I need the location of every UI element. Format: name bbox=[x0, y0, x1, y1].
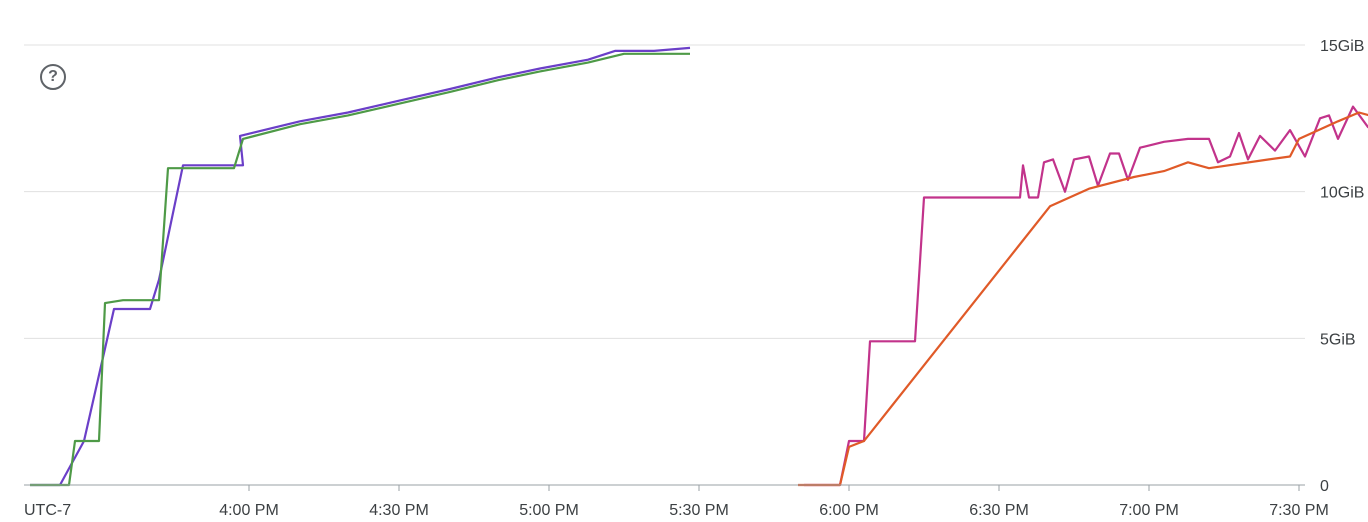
y-tick-label: 10GiB bbox=[1320, 185, 1364, 202]
y-tick-label: 5GiB bbox=[1320, 331, 1356, 348]
chart-grid bbox=[24, 44, 1305, 339]
x-tick-label: 6:30 PM bbox=[969, 502, 1029, 519]
timezone-label: UTC-7 bbox=[24, 502, 71, 519]
x-tick-label: 5:00 PM bbox=[519, 502, 579, 519]
x-tick-label: 4:30 PM bbox=[369, 502, 429, 519]
x-axis-ticks: 4:00 PM 4:30 PM 5:00 PM 5:30 PM 6:00 PM 6:30 … bbox=[219, 485, 1329, 519]
x-tick-label: 7:00 PM bbox=[1119, 502, 1179, 519]
series-line bbox=[804, 105, 1368, 487]
y-tick-label: 0 bbox=[1320, 478, 1329, 495]
y-axis-ticks: 0 5GiB 10GiB 15GiB bbox=[1320, 38, 1364, 495]
series-line bbox=[798, 111, 1368, 487]
x-tick-label: 5:30 PM bbox=[669, 502, 729, 519]
series-line bbox=[30, 52, 690, 487]
y-tick-label: 15GiB bbox=[1320, 38, 1364, 55]
help-icon[interactable]: ? bbox=[40, 64, 66, 90]
chart-series bbox=[30, 46, 1368, 487]
x-tick-label: 6:00 PM bbox=[819, 502, 879, 519]
x-tick-label: 4:00 PM bbox=[219, 502, 279, 519]
series-line bbox=[30, 46, 691, 487]
x-tick-label: 7:30 PM bbox=[1269, 502, 1329, 519]
